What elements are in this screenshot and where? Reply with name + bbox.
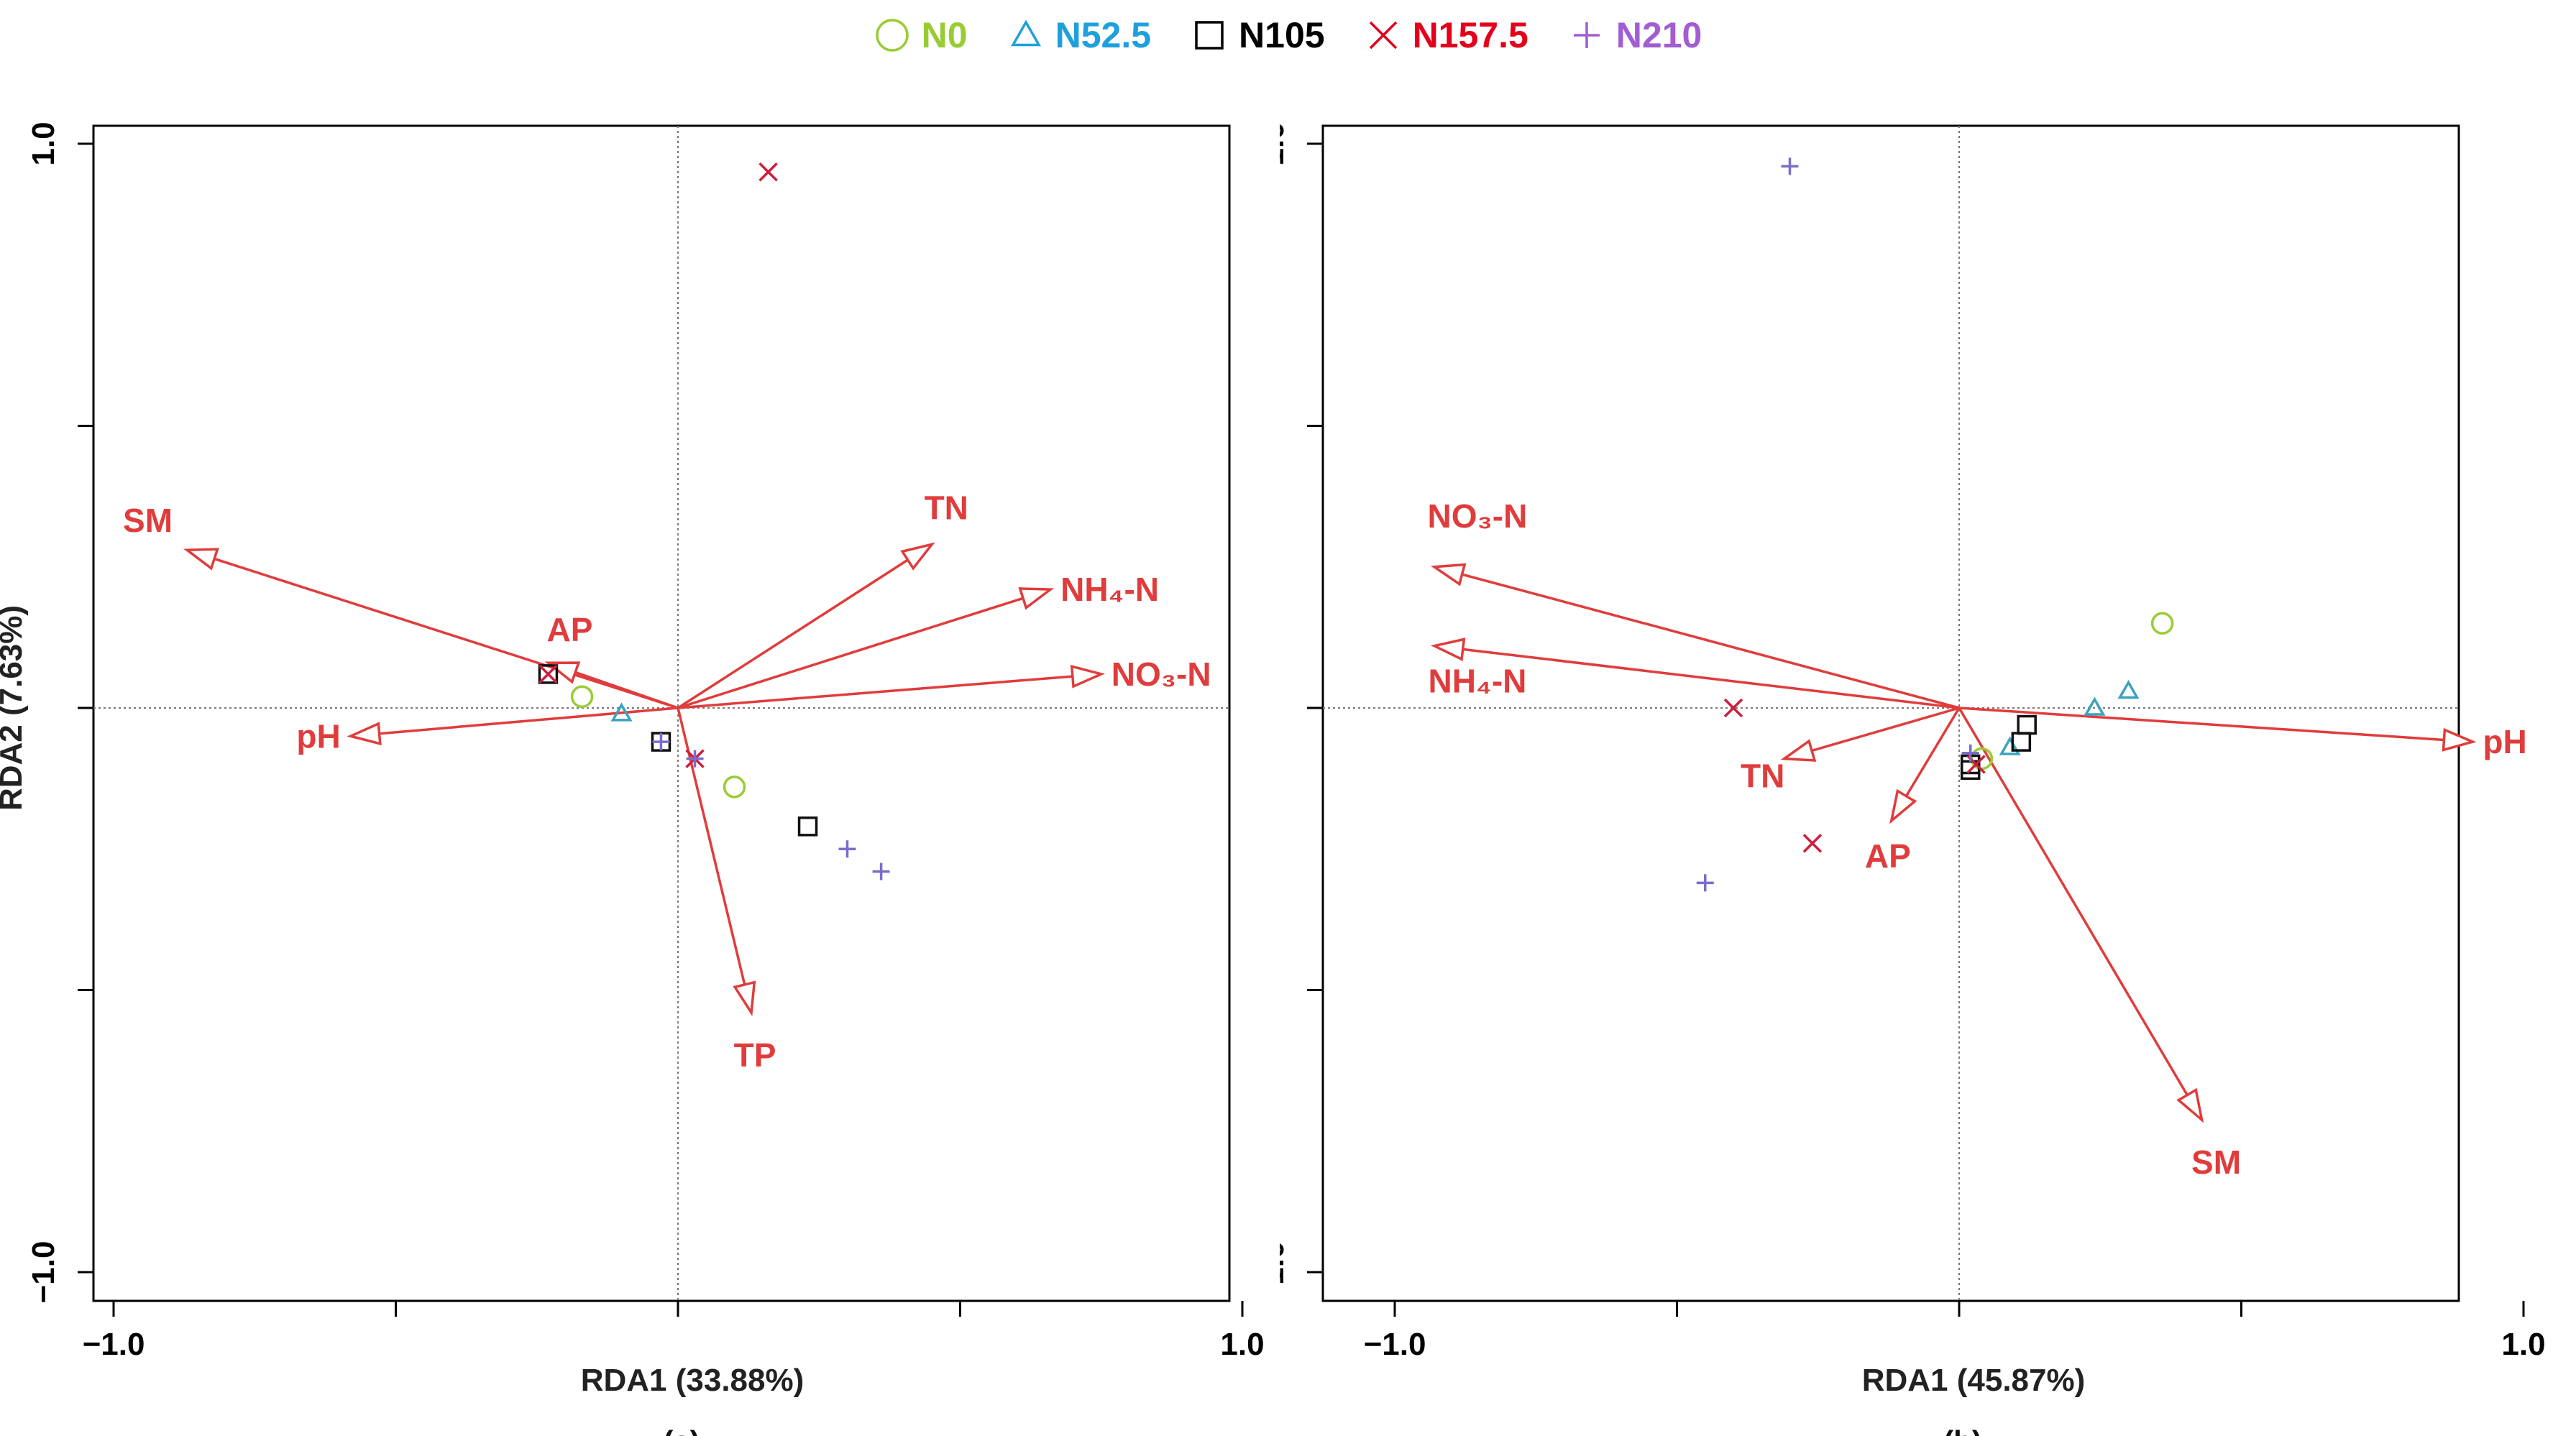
legend-item-n210: N210 — [1569, 14, 1702, 56]
arrow-label: SM — [2191, 1143, 2241, 1181]
point-n105 — [797, 816, 818, 837]
arrow-label: TN — [925, 489, 968, 526]
point-n52-5 — [610, 702, 633, 722]
triangle-marker-icon — [1010, 19, 1041, 47]
arrow-nhn: NH₄-N — [1428, 638, 1960, 709]
x-tick-label-min: −1.0 — [83, 1327, 145, 1362]
arrow-label: TP — [734, 1036, 776, 1074]
plot-frame — [92, 124, 1231, 1302]
arrow-label: NH₄-N — [1060, 571, 1159, 608]
arrow-label: NO₃-N — [1111, 655, 1211, 693]
point-n0 — [2150, 612, 2174, 635]
point-n105 — [2011, 732, 2032, 752]
legend-label: N210 — [1615, 15, 1702, 55]
point-n210 — [1696, 874, 1714, 892]
arrow-tn: TN — [1741, 707, 1960, 795]
rda-plot-a: −1.0 1.0 −1.0 1.0 RDA1 (33.88%) RDA2 (7.63%) (… — [0, 121, 1265, 1436]
legend-item-n0: N0 — [874, 14, 968, 56]
legend-label: N52.5 — [1055, 15, 1152, 55]
point-n52-5 — [2117, 679, 2140, 699]
point-n105 — [538, 664, 559, 684]
point-n210 — [1781, 157, 1799, 175]
legend-symbol — [1573, 22, 1600, 48]
legend-symbol — [875, 19, 909, 52]
legend-item-n157-5: N157.5 — [1365, 14, 1528, 56]
point-n52-5 — [2084, 696, 2106, 716]
arrow-nhn: NH₄-N — [677, 571, 1159, 709]
arrow-ph: pH — [1958, 707, 2527, 760]
panel-a: −1.0 1.0 −1.0 1.0 RDA1 (33.88%) RDA2 (7.63%) (… — [0, 115, 1280, 1436]
arrow-ap: AP — [544, 611, 679, 709]
arrow-non: NO₃-N — [1428, 497, 1960, 709]
point-n157-5 — [758, 162, 778, 182]
point-n157-5 — [1723, 698, 1743, 718]
x-tick-label-max: 1.0 — [1220, 1327, 1264, 1362]
square-marker-icon — [1195, 21, 1224, 50]
point-n0 — [723, 775, 746, 798]
point-n105 — [2017, 714, 2037, 735]
point-n210 — [1961, 744, 1979, 762]
arrow-label: NO₃-N — [1428, 497, 1528, 535]
arrow-label: pH — [2483, 723, 2526, 760]
point-n210 — [686, 750, 704, 768]
panel-label: (b) — [1943, 1425, 1982, 1436]
x-marker-icon — [1369, 21, 1397, 50]
legend-symbol — [1010, 19, 1041, 47]
arrow-tn: TN — [677, 489, 968, 709]
arrow-ph: pH — [296, 707, 679, 755]
point-n210 — [652, 733, 670, 751]
legend-label: N0 — [921, 15, 968, 55]
arrow-label: NH₄-N — [1428, 663, 1526, 700]
point-n157-5 — [538, 664, 558, 684]
arrow-sm: SM — [1958, 707, 2241, 1181]
arrow-ap: AP — [1865, 707, 1961, 875]
legend-label: N105 — [1239, 15, 1325, 55]
arrow-non: NO₃-N — [677, 655, 1211, 709]
x-tick-label-min: −1.0 — [1364, 1327, 1426, 1362]
point-n0 — [570, 685, 594, 709]
legend-item-n105: N105 — [1191, 14, 1325, 56]
arrow-label: AP — [546, 611, 592, 648]
legend-label: N157.5 — [1412, 15, 1528, 55]
y-tick-label-max: 1.0 — [26, 121, 61, 165]
x-axis-label: RDA1 (33.88%) — [581, 1363, 805, 1398]
plot-frame — [1321, 124, 2460, 1302]
circle-marker-icon — [875, 19, 909, 52]
y-axis-label: RDA2 (7.63%) — [0, 605, 29, 811]
legend-symbol — [1369, 21, 1397, 50]
point-n157-5 — [1802, 834, 1823, 853]
plus-marker-icon — [1573, 22, 1600, 48]
point-n52-5 — [1999, 736, 2021, 755]
panel-label: (a) — [663, 1425, 700, 1436]
arrow-label: pH — [296, 717, 340, 755]
y-tick-label-min: −1.0 — [1280, 1241, 1291, 1304]
arrow-label: TN — [1741, 758, 1784, 795]
point-n210 — [872, 862, 890, 880]
arrow-sm: SM — [123, 502, 679, 709]
legend: N0 N52.5 N105 N157.5 N210 — [0, 10, 2576, 60]
x-tick-label-max: 1.0 — [2501, 1327, 2545, 1362]
point-n210 — [838, 840, 856, 858]
y-tick-label-max: 1.0 — [1280, 121, 1291, 165]
arrow-tp: TP — [677, 707, 776, 1074]
arrow-label: SM — [123, 502, 173, 539]
legend-symbol — [1195, 21, 1224, 50]
legend-item-n52-5: N52.5 — [1008, 14, 1151, 56]
x-axis-label: RDA1 (45.87%) — [1862, 1363, 2086, 1398]
y-tick-label-min: −1.0 — [26, 1241, 61, 1304]
arrow-label: AP — [1865, 837, 1911, 875]
